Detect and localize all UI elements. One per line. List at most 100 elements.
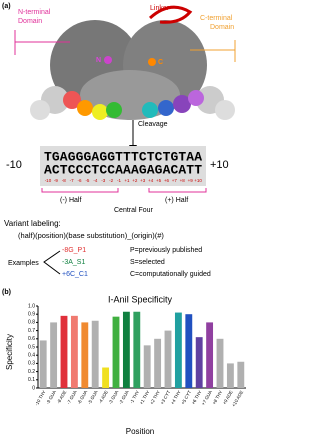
variant-title: Variant labeling: [4, 219, 61, 228]
minus-half: (-) Half [60, 197, 81, 204]
x-tick-label: -2 GUA [118, 390, 130, 406]
examples-label: Examples [8, 260, 39, 267]
position-label: -3 [101, 178, 105, 183]
variant-format: (half)(position)(base substitution)_(ori… [18, 231, 164, 240]
y-tick-label: 0.3 [28, 361, 35, 367]
y-tick-label: 0.8 [28, 320, 35, 326]
x-tick-label: -4 ADE [98, 390, 109, 405]
x-tick-label: -8 ADE [56, 390, 67, 405]
y-tick-label: 0.1 [28, 377, 35, 383]
position-label: +4 [148, 178, 154, 183]
bar [112, 316, 120, 388]
sequence-box [40, 146, 206, 186]
x-tick-label: +1 THY [139, 390, 151, 406]
c-label: C [158, 59, 163, 66]
bar [133, 311, 141, 388]
x-tick-label: -5 GUA [87, 390, 99, 406]
bar [102, 367, 110, 388]
x-tick-label: -6 GUA [76, 390, 88, 406]
bar [185, 314, 193, 388]
example: +6C_C1 [62, 271, 88, 278]
origin: P=previously published [130, 247, 202, 254]
bar [195, 337, 203, 388]
bar [237, 361, 245, 388]
position-label: -4 [93, 178, 97, 183]
central-four: Central Four [114, 207, 154, 214]
y-tick-label: 0.5 [28, 344, 35, 350]
origin: C=computationally guided [130, 271, 211, 278]
x-tick-label: -10 THY [34, 390, 47, 407]
position-label: +6 [164, 178, 170, 183]
bar [216, 338, 224, 388]
linker: Linker [150, 5, 170, 12]
half-brackets [41, 188, 207, 193]
example-brace [43, 250, 61, 275]
bar [50, 322, 58, 388]
bar [91, 320, 99, 388]
n-domain: Domain [18, 18, 42, 25]
position-label: +10 [194, 178, 202, 183]
x-axis-label: Position [126, 427, 154, 436]
x-tick-label: +2 THY [149, 390, 161, 406]
origin: S=selected [130, 259, 165, 266]
x-tick-label: -3 GUA [108, 390, 120, 406]
x-tick-label: -1 THY [129, 390, 140, 405]
bar [164, 330, 172, 388]
bar [81, 322, 89, 388]
position-label: -7 [70, 178, 74, 183]
cleavage: Cleavage [138, 121, 168, 128]
position-label: +1 [124, 178, 130, 183]
position-label: +5 [156, 178, 162, 183]
example: -3A_S1 [62, 259, 85, 266]
plus-half: (+) Half [165, 197, 188, 204]
x-tick-label: -7 GUA [66, 390, 78, 406]
bar [154, 338, 162, 388]
bar [122, 311, 130, 388]
position-label: -6 [78, 178, 82, 183]
position-label: -5 [85, 178, 89, 183]
bar [60, 315, 68, 388]
panel-label: (a) [2, 3, 11, 10]
n-domain: N-terminal [18, 9, 51, 16]
position-label: -9 [54, 178, 58, 183]
x-tick-label: +6 THY [191, 390, 203, 406]
position-label: +8 [180, 178, 186, 183]
position-label: -1 [117, 178, 121, 183]
right-end: +10 [210, 159, 229, 171]
bottom-strand: ACTCCCTCCAAAGAGACATT [44, 162, 202, 177]
example: -8G_P1 [62, 247, 86, 254]
bar [70, 315, 78, 388]
bar [174, 312, 182, 388]
position-label: -2 [109, 178, 113, 183]
position-label: +9 [188, 178, 194, 183]
x-tick-label: +4 THY [170, 390, 182, 406]
n-label: N [96, 57, 101, 64]
positions: -10 -9 -8 -7 -6 -5 -4 -3 -2 -1 +1 +2 +3 +4 +5 +6 +7 +8 +9 +… [45, 178, 203, 183]
c-domain: C-terminal [200, 15, 233, 22]
y-tick-label: 0.4 [28, 353, 35, 359]
y-tick-label: 0.7 [28, 328, 35, 334]
bar [143, 345, 151, 388]
x-tick-label: -9 GUA [45, 390, 57, 406]
protein-structure [14, 5, 236, 120]
y-axis-label: Specificity [5, 334, 14, 370]
y-tick-label: 1.0 [28, 303, 35, 309]
position-label: -8 [62, 178, 66, 183]
bar [39, 340, 47, 388]
bar [206, 322, 214, 388]
position-label: +3 [140, 178, 146, 183]
position-label: +2 [132, 178, 138, 183]
bar [226, 363, 234, 388]
left-end: -10 [6, 159, 22, 171]
figure: (a) N-terminal Domain Linker C-terminal … [2, 3, 246, 436]
y-tick-label: 0.2 [28, 369, 35, 375]
x-tick-label: +8 THY [211, 390, 223, 406]
position-label: +7 [172, 178, 178, 183]
c-domain: Domain [210, 24, 234, 31]
y-tick-label: 0 [32, 385, 35, 391]
chart-title: I-AniI Specificity [108, 294, 173, 304]
top-strand: TGAGGGAGGTTTCTCTGTAA [44, 149, 202, 164]
y-tick-label: 0.6 [28, 336, 35, 342]
position-label: -10 [45, 178, 52, 183]
panel-label: (b) [2, 289, 11, 296]
